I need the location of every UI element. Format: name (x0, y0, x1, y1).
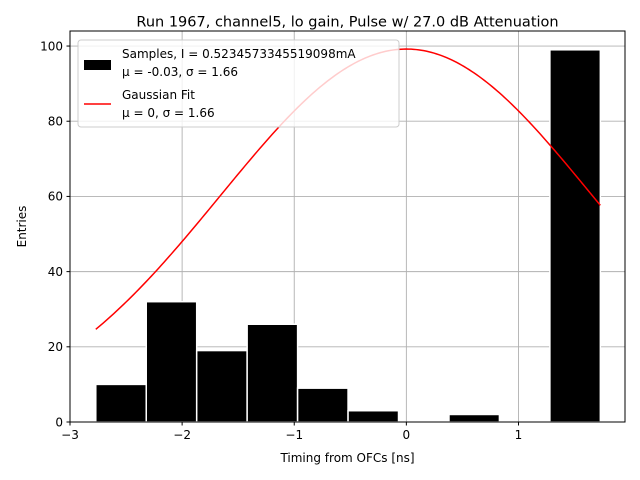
histogram-bar (145, 300, 198, 423)
x-tick-label: 1 (515, 428, 523, 442)
histogram-bar (448, 413, 501, 423)
legend-samples-label: Samples, I = 0.5234573345519098mA (122, 47, 356, 61)
y-tick-label: 100 (40, 39, 63, 53)
chart-title: Run 1967, channel5, lo gain, Pulse w/ 27… (136, 15, 558, 31)
x-tick-label: −1 (285, 428, 303, 442)
x-tick-label: 0 (403, 428, 411, 442)
histogram-bar (95, 383, 147, 423)
histogram-bar (347, 409, 400, 423)
y-tick-label: 40 (48, 265, 63, 279)
x-tick-label: −3 (61, 428, 79, 442)
legend-samples-swatch (84, 60, 111, 70)
legend: Samples, I = 0.5234573345519098mA μ = -0… (77, 39, 400, 128)
histogram-bar (296, 387, 349, 423)
histogram-bar (195, 349, 248, 423)
y-tick-label: 80 (48, 115, 63, 129)
legend-samples-stats: μ = -0.03, σ = 1.66 (122, 65, 238, 79)
histogram-bar (246, 323, 299, 423)
x-axis-label: Timing from OFCs [ns] (279, 451, 414, 465)
y-axis-label: Entries (15, 206, 29, 248)
legend-fit-stats: μ = 0, σ = 1.66 (122, 106, 215, 120)
histogram-bar (549, 49, 602, 423)
x-tick-label: −2 (173, 428, 191, 442)
histogram-bars (95, 49, 602, 423)
y-tick-label: 60 (48, 190, 63, 204)
y-tick-label: 0 (55, 415, 63, 429)
legend-fit-label: Gaussian Fit (122, 88, 195, 102)
legend-box (77, 39, 400, 128)
y-tick-label: 20 (48, 340, 63, 354)
plot-frame (69, 30, 626, 423)
